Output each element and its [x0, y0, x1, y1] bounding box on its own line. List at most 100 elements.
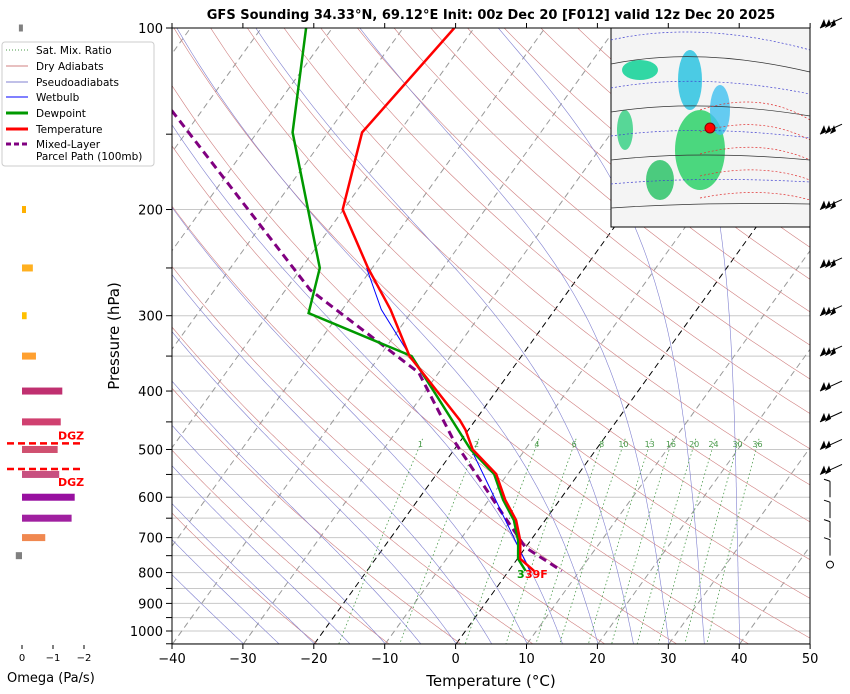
mixing-ratio-label: 30	[732, 440, 742, 449]
temperature-contour	[699, 146, 811, 161]
wind-barb	[819, 463, 843, 475]
mixing-ratio-label: 1	[418, 440, 423, 449]
isotherm	[172, 28, 617, 644]
mixing-ratio-label: 4	[534, 440, 539, 449]
barb-pennant	[825, 19, 831, 28]
pseudoadiabat	[172, 124, 563, 644]
omega-bar	[22, 493, 75, 501]
dry-adiabat	[247, 28, 810, 523]
legend: Sat. Mix. Ratio Dry Adiabats Pseudoadiabat…	[1, 41, 155, 167]
omega-bar	[22, 264, 33, 272]
barb-staff	[819, 463, 843, 475]
y-tick-label: 1000	[130, 625, 163, 640]
mixing-ratio-label: 13	[645, 440, 655, 449]
barb-staff	[819, 305, 843, 317]
plot-frame	[171, 27, 811, 645]
mixing-ratio-line	[611, 438, 673, 644]
temperature-line	[341, 28, 535, 572]
y-tick-label: 200	[138, 204, 163, 219]
barb-staff	[819, 199, 843, 210]
mixing-ratio-line	[464, 438, 540, 644]
pseudoadiabat	[172, 465, 351, 644]
x-axis-label: Temperature (°C)	[425, 672, 555, 690]
wind-barb	[823, 499, 831, 519]
legend-label: Dry Adiabats	[36, 61, 104, 73]
barb-flag	[823, 499, 831, 503]
mixing-ratio-line	[706, 438, 760, 644]
pseudoadiabat	[172, 503, 315, 644]
mixing-ratio-line	[399, 438, 480, 644]
legend-label: Pseudoadiabats	[36, 77, 119, 89]
y-tick-label: 900	[138, 597, 163, 612]
pseudoadiabat	[172, 380, 421, 644]
omega-bar	[22, 312, 27, 320]
omega-bar	[22, 352, 36, 360]
dry-adiabat	[283, 28, 810, 486]
x-tick-label: −20	[300, 652, 327, 667]
x-tick-label: 20	[589, 652, 606, 667]
barb-staff	[819, 439, 843, 450]
legend-label: Mixed-Layer	[36, 139, 101, 151]
mixing-ratio-line	[338, 438, 423, 644]
mixing-ratio-line	[684, 438, 740, 644]
omega-bar	[22, 206, 26, 214]
barb-pennant	[820, 440, 826, 450]
barb-pennant	[820, 465, 826, 475]
x-tick-label: 10	[518, 652, 535, 667]
barb-pennant	[825, 200, 831, 210]
omega-panel: 0 −1 −2 DGZ DGZ	[7, 24, 91, 664]
location-marker	[704, 122, 716, 134]
y-tick-label: 700	[138, 532, 163, 547]
mixed-layer-line	[172, 109, 563, 573]
dgz-label: DGZ	[58, 476, 84, 489]
contour-line	[610, 154, 811, 161]
wind-barb	[819, 345, 843, 357]
wind-barb	[819, 380, 843, 392]
barb-pennant	[830, 19, 836, 28]
contour-line	[610, 31, 811, 51]
y-tick-label: 400	[138, 385, 163, 400]
mixing-ratio-line	[636, 438, 697, 644]
x-tick-label: 0	[451, 652, 459, 667]
barb-flag	[823, 537, 831, 541]
mixing-ratio-line	[505, 438, 577, 644]
pseudoadiabat	[658, 28, 741, 644]
dry-adiabat	[467, 28, 810, 313]
barb-pennant	[825, 465, 831, 475]
omega-tick-label: −1	[46, 653, 61, 664]
omega-axis-label: Omega (Pa/s)	[7, 671, 95, 686]
mixing-ratio-line	[588, 438, 652, 644]
map-inset	[610, 27, 811, 228]
temperature-contour	[699, 192, 811, 201]
mixing-ratio-label: 6	[572, 440, 577, 449]
barb-pennant	[830, 125, 836, 135]
barb-staff	[819, 17, 843, 29]
calm-circle	[826, 560, 834, 569]
mixing-ratio-label: 20	[689, 440, 699, 449]
pseudoadiabat	[176, 28, 599, 644]
precip-area	[646, 160, 674, 200]
omega-bar	[22, 514, 72, 522]
isotherm	[172, 28, 546, 548]
barb-pennant	[820, 347, 826, 357]
pseudoadiabat	[172, 206, 528, 644]
omega-tick-label: 0	[19, 653, 25, 664]
dewpoint-line	[291, 28, 527, 572]
barb-pennant	[825, 258, 831, 268]
omega-bar	[22, 387, 63, 395]
x-tick-label: −30	[229, 652, 256, 667]
temperature-contour	[699, 169, 811, 181]
dry-adiabat	[172, 205, 677, 644]
x-tick-label: 50	[802, 652, 819, 667]
wind-barb	[819, 439, 843, 450]
contour-line	[610, 105, 811, 117]
wind-barb	[819, 257, 843, 269]
barb-flag	[823, 519, 831, 523]
precip-area	[710, 85, 730, 135]
contour-line	[610, 130, 811, 139]
contour-line	[610, 179, 811, 185]
x-tick-label: 30	[660, 652, 677, 667]
mixing-ratio-label: 2	[474, 440, 479, 449]
wind-barb	[819, 123, 843, 135]
